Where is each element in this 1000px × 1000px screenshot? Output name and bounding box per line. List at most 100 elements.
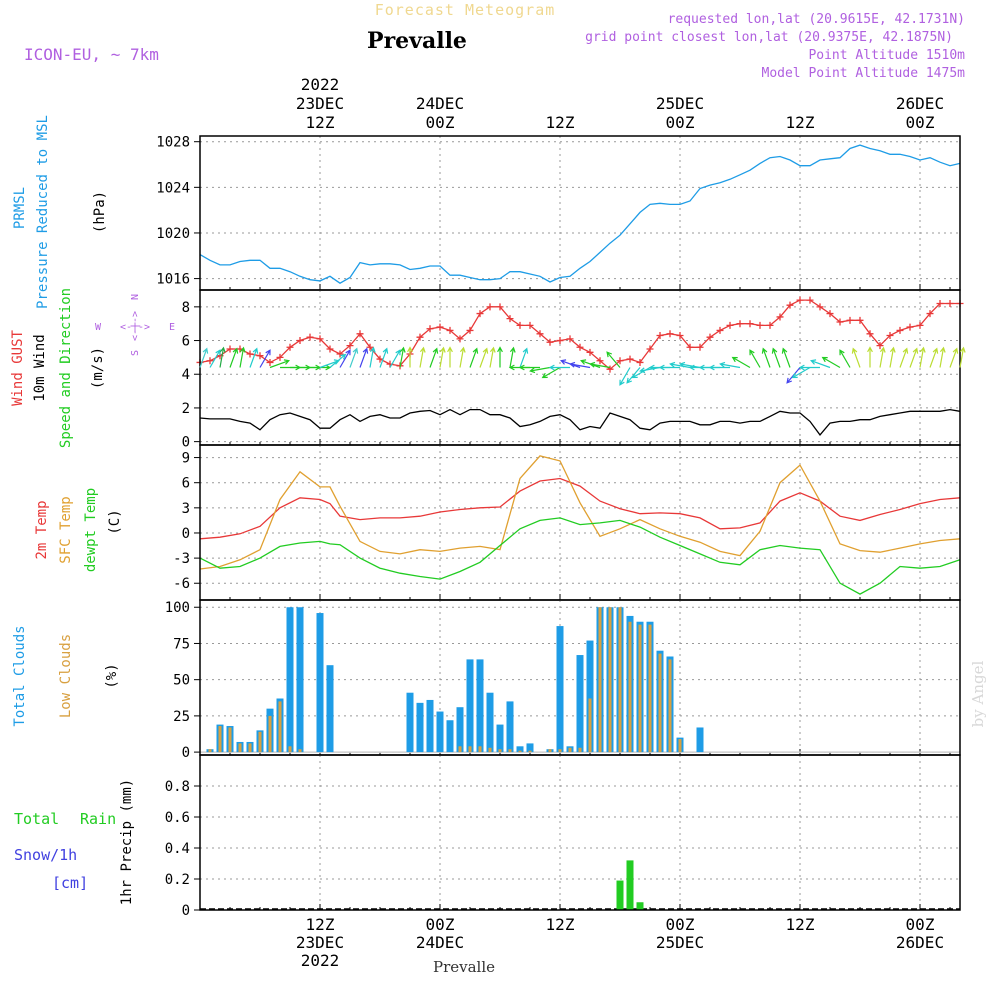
time-label-bottom: 00Z xyxy=(666,915,695,934)
wind-arrow xyxy=(379,347,389,368)
gust-point xyxy=(546,338,554,346)
wind-tick-label: 6 xyxy=(182,334,190,350)
gust-point xyxy=(756,321,764,329)
gust-point xyxy=(886,331,894,339)
gust-point xyxy=(936,299,944,307)
wind-arrow xyxy=(389,349,401,368)
wind-arrow xyxy=(606,351,621,368)
wind-arrow xyxy=(889,346,896,368)
gust-point xyxy=(316,335,324,343)
wind-arrow xyxy=(949,347,959,368)
gust-point xyxy=(666,330,674,338)
footer-location: Prevalle xyxy=(433,958,495,976)
time-label-top: 00Z xyxy=(906,113,935,132)
wind-arrow xyxy=(589,361,611,369)
wind-arrow xyxy=(349,347,359,368)
wind-arrow xyxy=(761,347,771,368)
wind-arrow xyxy=(658,364,680,371)
low-cloud-bar xyxy=(278,701,282,753)
time-label-top: 26DEC xyxy=(896,94,944,113)
gust-point xyxy=(526,321,534,329)
wind-arrow xyxy=(569,361,591,369)
compass-s: S xyxy=(130,350,141,356)
precip-label-rain: Rain xyxy=(80,810,116,828)
low-cloud-bar xyxy=(668,659,672,753)
gust-point xyxy=(686,343,694,351)
time-label-top: 00Z xyxy=(426,113,455,132)
low-cloud-bar xyxy=(218,726,222,753)
gust-point xyxy=(676,331,684,339)
wind-arrow xyxy=(419,346,426,368)
temperature-panel: -6 -3 0 3 6 9 xyxy=(173,444,961,601)
gust-point xyxy=(646,345,654,353)
wind-arrow xyxy=(429,347,439,368)
wind-label-speed-dir: Speed and Direction xyxy=(58,288,74,448)
low-cloud-bar xyxy=(498,749,502,753)
clouds-tick-label: 25 xyxy=(173,709,190,725)
low-cloud-bar xyxy=(558,749,562,753)
pressure-tick-label: 1028 xyxy=(156,135,190,151)
pressure-tick-label: 1024 xyxy=(156,180,190,196)
temp-label-unit: (C) xyxy=(107,509,123,534)
temperature-tick-label: 6 xyxy=(182,476,190,492)
time-label-top: 25DEC xyxy=(656,94,704,113)
watermark: by Angel xyxy=(969,660,987,727)
gust-point xyxy=(556,337,564,345)
wind-arrow xyxy=(269,359,290,369)
wind-arrow xyxy=(459,346,466,368)
low-cloud-bar xyxy=(588,698,592,753)
time-label-bottom: 00Z xyxy=(426,915,455,934)
wind-arrow xyxy=(867,346,873,368)
wind-arrow xyxy=(798,364,820,371)
wind-tick-label: 8 xyxy=(182,300,190,316)
time-label-bottom: 12Z xyxy=(786,915,815,934)
gust-point xyxy=(626,355,634,363)
low-cloud-bar xyxy=(568,747,572,753)
wind-arrow xyxy=(781,347,791,368)
wind-arrow xyxy=(369,346,376,368)
pressure-tick-label: 1016 xyxy=(156,272,190,288)
low-cloud-bar xyxy=(638,624,642,753)
gust-point xyxy=(896,326,904,334)
total-cloud-bar xyxy=(436,711,444,753)
gust-point xyxy=(436,323,444,331)
low-cloud-bar xyxy=(228,727,232,753)
precip-tick-label: 0.4 xyxy=(165,841,190,857)
precip-labels: Total Rain Snow/1h [cm] 1hr Precip (mm) xyxy=(14,779,135,905)
time-label-bottom: 26DEC xyxy=(896,933,944,952)
precip-label-unit: 1hr Precip (mm) xyxy=(119,779,135,905)
wind-arrow xyxy=(497,346,503,368)
gust-point xyxy=(916,321,924,329)
gust-point xyxy=(736,320,744,328)
chart-title: Forecast Meteogram xyxy=(375,1,556,19)
wind-label-gust: Wind GUST xyxy=(10,330,26,406)
time-label-bottom: 24DEC xyxy=(416,933,464,952)
wind-arrow xyxy=(851,347,861,368)
precip-tick-label: 0 xyxy=(182,903,190,919)
precip-label-snow: Snow/1h xyxy=(14,846,77,864)
clouds-tick-label: 100 xyxy=(165,600,190,616)
low-cloud-bar xyxy=(248,743,252,753)
wind-compass: W E <-|-> N <-|-> S xyxy=(95,294,175,356)
wind-arrow xyxy=(909,347,919,368)
rain-bar xyxy=(626,860,634,910)
gust-point xyxy=(476,310,484,318)
wind-arrow xyxy=(249,347,259,368)
wind-arrow xyxy=(719,361,741,369)
low-cloud-bar xyxy=(468,746,472,753)
wind-labels: Wind GUST 10m Wind Speed and Direction (… xyxy=(10,288,106,448)
gust-point xyxy=(826,310,834,318)
temp-label-2m: 2m Temp xyxy=(34,500,50,559)
gust-point xyxy=(586,348,594,356)
rain-bar xyxy=(616,880,624,910)
gust-point xyxy=(376,355,384,363)
wind-arrow xyxy=(518,364,540,371)
wind-arrow xyxy=(548,364,570,371)
gust-point xyxy=(286,343,294,351)
clouds-tick-label: 50 xyxy=(173,673,190,689)
time-label-top: 12Z xyxy=(306,113,335,132)
gust-point xyxy=(606,365,614,373)
rain-bar xyxy=(636,902,644,910)
low-cloud-bar xyxy=(648,624,652,753)
clouds-panel: 0 25 50 75 100 xyxy=(165,599,961,761)
